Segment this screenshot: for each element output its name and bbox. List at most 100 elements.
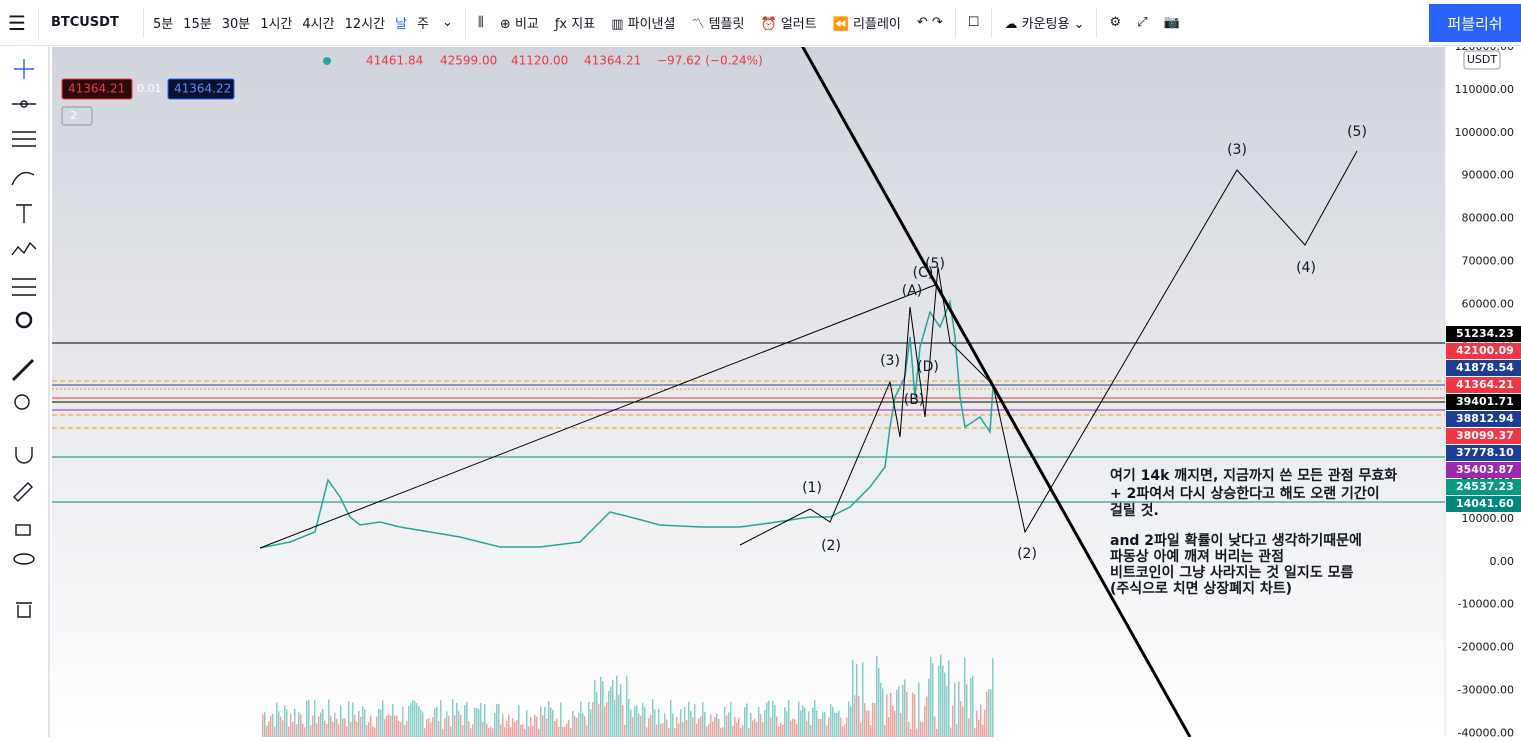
- lock-draw-tool[interactable]: [13, 482, 33, 502]
- volume-bar: [396, 715, 398, 737]
- volume-bar: [302, 723, 304, 737]
- shape-tool[interactable]: [15, 311, 33, 329]
- interval[interactable]: 4시간: [302, 17, 335, 32]
- lock-tool[interactable]: [15, 524, 31, 536]
- volume-bar: [688, 701, 690, 737]
- snapshot[interactable]: 📷: [1163, 15, 1180, 30]
- volume-bar: [376, 716, 378, 737]
- price-tick: 120000.00: [1455, 47, 1515, 53]
- volume-bar: [814, 700, 816, 737]
- chart-type[interactable]: ⫼: [477, 15, 484, 30]
- ohlc-value: 42599.00: [440, 54, 497, 68]
- wave-label: (1): [802, 480, 822, 496]
- volume-bar: [810, 725, 812, 737]
- volume-bar: [828, 717, 830, 737]
- fib-tool[interactable]: [12, 131, 36, 147]
- brush-tool[interactable]: [11, 171, 35, 186]
- volume-bar: [624, 724, 626, 737]
- volume-bar: [756, 722, 758, 737]
- volume-bar: [850, 706, 852, 737]
- toolbar-button[interactable]: ⏰ 얼러트: [752, 13, 824, 32]
- wave-label: (3): [880, 353, 900, 369]
- volume-bar: [590, 709, 592, 737]
- menu[interactable]: ☰: [8, 10, 26, 35]
- volume-bar: [954, 682, 956, 737]
- forecast-tool[interactable]: [12, 278, 36, 296]
- volume-bar: [406, 720, 408, 737]
- sep: [1096, 7, 1098, 38]
- volume-bar: [846, 717, 848, 737]
- volume-bar: [668, 728, 670, 737]
- toolbar-button[interactable]: ⊕ 비교: [492, 13, 547, 32]
- volume-bar: [284, 705, 286, 737]
- sep: [37, 7, 39, 38]
- toolbar-button[interactable]: ▥ 파이낸셜: [603, 13, 683, 32]
- left-toolbar: [0, 47, 50, 737]
- volume-bar: [388, 714, 390, 737]
- interval[interactable]: 15분: [183, 17, 212, 32]
- toolbar-button[interactable]: 〽 템플릿: [683, 13, 752, 32]
- price-tick: -20000.00: [1458, 641, 1514, 654]
- trash-tool[interactable]: [16, 602, 32, 618]
- dropdown[interactable]: ⌄: [442, 15, 453, 30]
- layout-name[interactable]: ☁ 카운팅용 ⌄: [1004, 17, 1085, 32]
- volume-bar: [344, 718, 346, 737]
- icon: 〽: [691, 17, 709, 32]
- volume-bar: [464, 705, 466, 737]
- price-tag: [1446, 428, 1521, 444]
- toolbar-button[interactable]: ƒx 지표: [547, 13, 603, 32]
- volume-bar: [394, 715, 396, 737]
- volume-bar: [622, 705, 624, 737]
- volume-bar: [482, 722, 484, 737]
- volume-bar: [336, 719, 338, 737]
- volume-bar: [314, 700, 316, 737]
- interval[interactable]: 주: [417, 17, 430, 32]
- cloud: ☁: [1004, 17, 1022, 32]
- volume-bar: [594, 680, 596, 737]
- price-tick: 10000.00: [1462, 512, 1515, 525]
- volume-bar: [286, 709, 288, 737]
- volume-bar: [436, 706, 438, 737]
- volume-bar: [468, 721, 470, 737]
- toolbar-button[interactable]: ⏪ 리플레이: [825, 13, 909, 32]
- volume-bar: [410, 703, 412, 737]
- eye-tool[interactable]: [13, 553, 35, 565]
- volume-bar: [490, 726, 492, 737]
- collapse-box[interactable]: [61, 106, 93, 126]
- volume-bar: [366, 724, 368, 737]
- ohlc-value: −97.62 (−0.24%): [657, 54, 763, 68]
- crosshair-tool[interactable]: [14, 59, 34, 79]
- ruler-tool[interactable]: [11, 358, 35, 382]
- undo[interactable]: ↶ ↷: [916, 15, 943, 30]
- settings[interactable]: ⚙: [1109, 15, 1122, 30]
- interval[interactable]: 5분: [152, 17, 174, 32]
- wave-label: (D): [917, 359, 939, 375]
- fullscreen[interactable]: ⤢: [1137, 15, 1148, 30]
- publish-button[interactable]: 퍼블리쉬: [1429, 4, 1521, 42]
- volume-bar: [698, 718, 700, 737]
- volume-bar: [974, 727, 976, 737]
- volume-bar: [796, 724, 798, 737]
- volume-bar: [920, 721, 922, 737]
- interval[interactable]: 날: [395, 17, 408, 32]
- symbol[interactable]: BTCUSDT: [50, 15, 119, 30]
- text-tool[interactable]: [16, 204, 32, 223]
- volume-bar: [712, 721, 714, 737]
- magnet-tool[interactable]: [15, 447, 33, 464]
- interval[interactable]: 30분: [221, 17, 251, 32]
- volume-bar: [732, 725, 734, 737]
- volume-bar: [986, 691, 988, 737]
- volume-bar: [316, 723, 318, 737]
- interval[interactable]: 1시간: [260, 17, 293, 32]
- volume-bar: [364, 709, 366, 737]
- pattern-tool[interactable]: [11, 241, 37, 256]
- interval[interactable]: 12시간: [344, 17, 386, 32]
- zoom-tool[interactable]: [14, 394, 30, 410]
- trend-line: [259, 284, 936, 549]
- volume-bar: [660, 723, 662, 737]
- volume-bar: [674, 727, 676, 737]
- volume-bar: [768, 700, 770, 737]
- volume-bar: [926, 696, 928, 737]
- layout[interactable]: ☐: [967, 15, 980, 30]
- volume-bar: [372, 726, 374, 737]
